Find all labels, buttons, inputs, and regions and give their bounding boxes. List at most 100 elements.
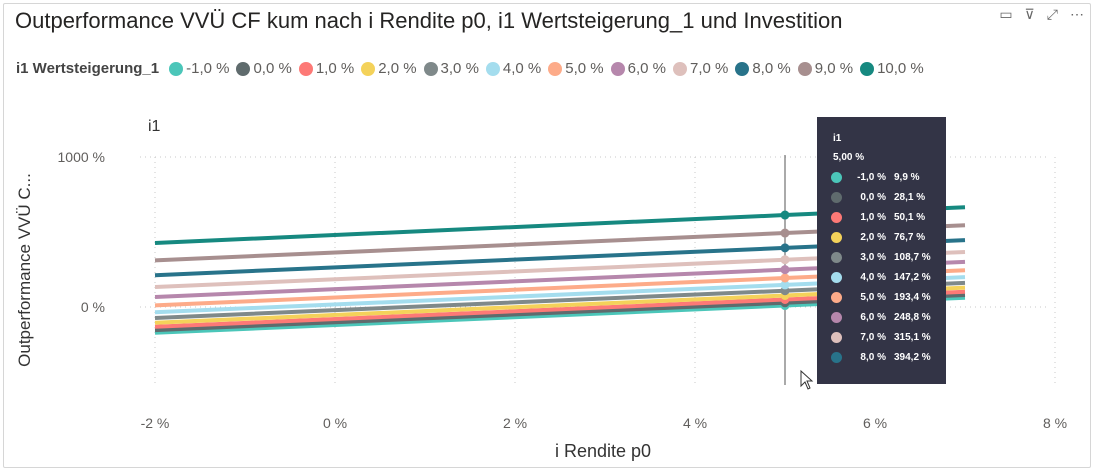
tooltip-row: 7,0 % 315,1 % <box>831 332 931 343</box>
legend-item[interactable]: -1,0 % <box>169 60 229 77</box>
legend-label: 1,0 % <box>315 60 355 77</box>
legend-marker <box>298 61 313 76</box>
tooltip-series: -1,0 % <box>857 172 886 183</box>
tooltip-value: 394,2 % <box>894 352 931 363</box>
focus-mode-icon[interactable]: ⤢ <box>1046 6 1058 22</box>
tooltip-marker <box>831 232 842 243</box>
tooltip-marker <box>831 252 842 263</box>
legend-marker <box>797 61 812 76</box>
legend-item[interactable]: 0,0 % <box>236 60 292 77</box>
more-options-icon[interactable]: ⋯ <box>1070 6 1084 22</box>
visual-frame <box>3 3 1091 468</box>
x-tick-label: 8 % <box>1043 415 1067 431</box>
legend-label: 6,0 % <box>627 60 666 77</box>
tooltip-marker <box>831 212 842 223</box>
tooltip-series: 8,0 % <box>860 352 886 363</box>
legend-label: 8,0 % <box>752 60 791 77</box>
legend-item[interactable]: 2,0 % <box>361 60 417 77</box>
tooltip-value: 108,7 % <box>894 252 931 263</box>
filter-icon[interactable]: ⊽ <box>1024 6 1035 22</box>
legend-marker <box>860 61 875 76</box>
legend-label: 4,0 % <box>502 60 542 77</box>
legend: i1 Wertsteigerung_1 -1,0 % 0,0 % 1,0 % 2,0 … <box>16 60 931 77</box>
tooltip-marker <box>831 312 842 323</box>
tooltip-value: 9,9 % <box>894 172 920 183</box>
tooltip-series: 2,0 % <box>860 232 886 243</box>
hover-point <box>780 243 790 253</box>
tooltip-row: 5,0 % 193,4 % <box>831 292 931 303</box>
tooltip-series: 4,0 % <box>860 272 886 283</box>
hover-point <box>780 273 790 283</box>
tooltip-series: 7,0 % <box>860 332 886 343</box>
tooltip-value: 50,1 % <box>894 212 926 223</box>
y-tick-label: 0 % <box>81 299 105 315</box>
y-tick-label: 1000 % <box>58 149 105 165</box>
tooltip-value: 28,1 % <box>894 192 926 203</box>
tooltip-marker <box>831 352 842 363</box>
legend-item[interactable]: 9,0 % <box>797 60 854 77</box>
tooltip-marker <box>831 172 842 183</box>
tooltip-marker <box>831 292 842 303</box>
tooltip-value: 248,8 % <box>894 312 931 323</box>
legend-label: 10,0 % <box>877 60 924 77</box>
legend-marker <box>361 61 376 76</box>
tooltip-row: 0,0 % 28,1 % <box>831 192 925 203</box>
tooltip-value: 147,2 % <box>894 272 931 283</box>
hover-point <box>780 228 790 238</box>
tooltip-series: 1,0 % <box>860 212 886 223</box>
x-tick-label: 2 % <box>503 415 527 431</box>
tooltip-row: 3,0 % 108,7 % <box>831 252 931 263</box>
legend-marker <box>610 61 625 76</box>
tooltip-row: 4,0 % 147,2 % <box>831 272 931 283</box>
legend-item[interactable]: 7,0 % <box>672 60 729 77</box>
legend-title: i1 Wertsteigerung_1 <box>16 60 160 77</box>
x-tick-label: 4 % <box>683 415 707 431</box>
tooltip-title: i1 <box>833 133 842 144</box>
cursor-icon <box>800 369 814 390</box>
legend-marker <box>548 61 563 76</box>
x-tick-label: 6 % <box>863 415 887 431</box>
legend-item[interactable]: 6,0 % <box>610 60 666 77</box>
legend-item[interactable]: 4,0 % <box>485 60 542 77</box>
tooltip-marker <box>831 332 842 343</box>
visual-header-icons: ▭ ⊽ ⤢ ⋯ <box>999 6 1084 23</box>
legend-marker <box>735 61 750 76</box>
legend-label: 9,0 % <box>814 60 854 77</box>
tooltip-row: 1,0 % 50,1 % <box>831 212 925 223</box>
legend-label: 2,0 % <box>378 60 417 77</box>
hover-point <box>780 280 790 290</box>
chart-title: Outperformance VVÜ CF kum nach i Rendite… <box>15 8 843 33</box>
x-tick-label: -2 % <box>141 415 170 431</box>
legend-marker <box>672 61 687 76</box>
legend-item[interactable]: 1,0 % <box>298 60 355 77</box>
hover-point <box>780 210 790 220</box>
tooltip-series: 0,0 % <box>860 192 886 203</box>
hover-point <box>780 255 790 265</box>
chart-subtitle: i1 <box>148 118 161 135</box>
legend-item[interactable]: 5,0 % <box>548 60 604 77</box>
tooltip-row: 8,0 % 394,2 % <box>831 352 931 363</box>
legend-marker <box>423 61 438 76</box>
tooltip-x-value: 5,00 % <box>833 152 865 163</box>
legend-marker <box>485 61 500 76</box>
legend-label: 0,0 % <box>253 60 292 77</box>
tooltip-series: 6,0 % <box>860 312 886 323</box>
legend-item[interactable]: 10,0 % <box>860 60 924 77</box>
tooltip-series: 3,0 % <box>860 252 886 263</box>
tooltip-value: 76,7 % <box>894 232 926 243</box>
legend-label: 7,0 % <box>689 60 729 77</box>
legend-label: 3,0 % <box>440 60 479 77</box>
tooltip-value: 193,4 % <box>894 292 931 303</box>
tooltip: i1 5,00 % -1,0 % 9,9 % 0,0 % 28,1 % 1,0 % 50,… <box>817 117 946 384</box>
tooltip-marker <box>831 272 842 283</box>
legend-label: 5,0 % <box>565 60 604 77</box>
comment-icon[interactable]: ▭ <box>999 6 1013 22</box>
tooltip-marker <box>831 192 842 203</box>
legend-item[interactable]: 3,0 % <box>423 60 479 77</box>
tooltip-row: 2,0 % 76,7 % <box>831 232 925 243</box>
legend-label: -1,0 % <box>186 60 230 77</box>
legend-item[interactable]: 8,0 % <box>735 60 791 77</box>
hover-point <box>780 265 790 275</box>
tooltip-row: -1,0 % 9,9 % <box>831 172 920 183</box>
x-axis-title: i Rendite p0 <box>555 441 651 461</box>
